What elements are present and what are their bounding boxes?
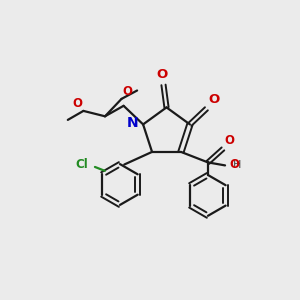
- Text: O: O: [229, 158, 239, 171]
- Text: O: O: [224, 134, 235, 146]
- Text: O: O: [209, 93, 220, 106]
- Text: O: O: [72, 97, 82, 110]
- Text: O: O: [156, 68, 168, 81]
- Text: Cl: Cl: [76, 158, 88, 171]
- Text: N: N: [127, 116, 139, 130]
- Text: H: H: [233, 160, 241, 170]
- Text: O: O: [122, 85, 132, 98]
